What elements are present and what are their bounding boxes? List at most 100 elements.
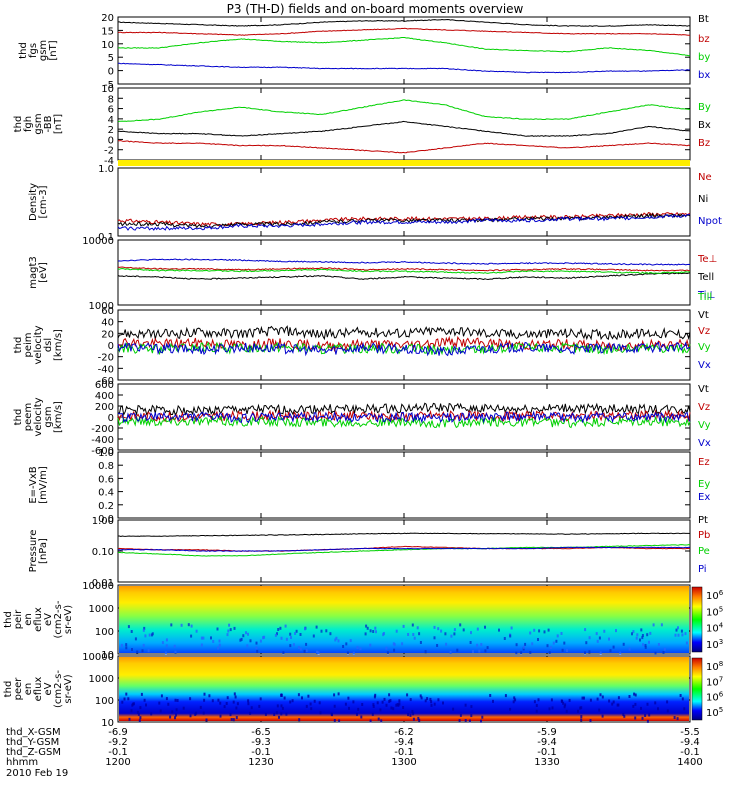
axis-row-value: -0.1 [680,747,700,758]
spectrogram-pixel [663,647,666,651]
spectrogram-pixel [641,636,644,640]
spectrogram-pixel [120,643,123,647]
spectrogram-pixel [612,700,615,704]
spectrogram-pixel [359,647,362,651]
spectrogram-pixel [190,624,193,628]
spectrogram-pixel [535,709,538,713]
spectrogram-pixel [369,643,372,647]
y-axis-label: eflux [33,607,44,632]
spectrogram-pixel [385,703,388,707]
spectrogram-pixel [347,696,350,700]
spectrogram-pixel [531,642,534,646]
axis-row-label: thd_X-GSM [6,727,61,738]
spectrogram-pixel [413,636,416,640]
spectrogram-pixel [550,698,553,702]
spectrogram-pixel [636,633,639,637]
y-axis-label: peer [13,677,24,701]
y-axis-label: (cm2-s- [53,600,64,638]
legend-By: By [698,102,711,113]
spectrogram-pixel [165,638,168,642]
y-axis-label: gsm [38,40,49,61]
series-line-Pi [118,546,691,552]
series-line-Vt [117,402,691,417]
spectrogram-image [119,586,689,653]
spectrogram-pixel [453,632,456,636]
spectrogram-pixel [412,717,415,721]
spectrogram-pixel [644,714,647,717]
spectrogram-pixel [537,638,539,641]
spectrogram-pixel [632,704,635,708]
spectrogram-pixel [173,644,176,648]
spectrogram-pixel [584,651,586,655]
spectrogram-pixel [285,712,288,716]
spectrogram-pixel [280,636,283,640]
spectrogram-pixel [374,693,377,697]
series-line-Bx [117,120,691,137]
axis-row-value: -5.9 [537,727,557,738]
spectrogram-pixel [681,697,684,701]
spectrogram-pixel [484,625,486,629]
legend-Bt: Bt [698,14,709,25]
spectrogram-pixel [628,647,631,651]
spectrogram-pixel [472,650,474,653]
spectrogram-pixel [522,645,525,649]
spectrogram-pixel [256,649,259,653]
y-tick-label: 10000 [82,652,114,663]
y-tick-label: -400 [91,435,114,446]
y-tick-label: 20 [101,329,114,340]
y-tick-label: 1.0 [98,164,114,175]
spectrogram-pixel [319,711,322,715]
y-tick-label: 15 [101,26,114,37]
spectrogram-pixel [646,719,649,723]
axis-row-value: -0.1 [251,747,271,758]
spectrogram-pixel [174,716,176,720]
spectrogram-pixel [369,719,372,723]
spectrogram-pixel [563,641,566,645]
series-line-Npot [117,213,691,231]
spectrogram-pixel [232,700,235,704]
spectrogram-pixel [515,651,518,655]
spectrogram-pixel [577,709,579,713]
spectrogram-pixel [470,705,473,709]
spectrogram-pixel [522,647,525,651]
y-tick-label: 6 [108,105,114,116]
y-tick-label: 10 [101,650,114,661]
spectrogram-pixel [130,709,133,713]
spectrogram-pixel [218,639,221,643]
colorbar-label: 107 [706,675,723,688]
spectrogram-pixel [233,692,236,696]
spectrogram-pixel [199,705,202,709]
spectrogram-pixel [458,719,461,723]
spectrogram-pixel [299,647,302,651]
spectrogram-pixel [203,698,206,702]
spectrogram-pixel [396,703,399,706]
series-line-by [117,37,691,57]
y-tick-label: 10000 [82,581,114,592]
axis-row-label: thd_Y-GSM [6,737,59,748]
spectrogram-pixel [640,628,643,632]
spectrogram-pixel [608,637,610,641]
spectrogram-pixel [646,633,649,637]
legend-Ne: Ne [698,172,712,183]
spectrogram-pixel [187,623,190,627]
spectrogram-pixel [125,643,128,647]
spectrogram-pixel [529,631,532,635]
spectrogram-pixel [247,702,250,706]
series-line-Tell [117,272,691,281]
spectrogram-pixel [437,627,440,631]
spectrogram-pixel [125,692,128,696]
y-tick-label: 40 [101,318,114,329]
spectrogram-pixel [365,624,368,628]
spectrogram-pixel [417,716,420,720]
y-tick-label: 400 [95,391,114,402]
spectrogram-pixel [537,698,540,702]
spectrogram-pixel [247,632,249,636]
spectrogram-pixel [476,643,479,647]
spectrogram-pixel [585,641,588,645]
y-tick-label: 5 [108,53,114,64]
spectrogram-pixel [564,703,567,707]
spectrogram-pixel [677,633,680,637]
spectrogram-pixel [580,715,583,718]
spectrogram-pixel [445,642,448,646]
